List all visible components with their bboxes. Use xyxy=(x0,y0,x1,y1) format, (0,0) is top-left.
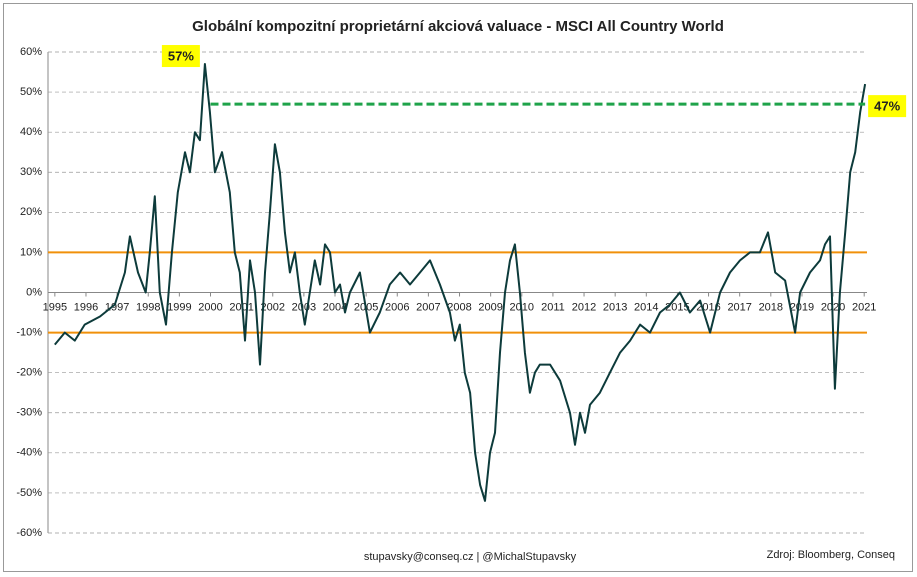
chart-border xyxy=(3,3,913,572)
annotation: 57% xyxy=(168,48,194,63)
y-tick-label: -60% xyxy=(16,527,42,539)
data-line xyxy=(54,63,867,502)
y-tick-label: -20% xyxy=(16,367,42,379)
x-tick-label: 2007 xyxy=(416,301,440,313)
x-tick-label: 2011 xyxy=(541,301,565,313)
x-tick-label: 2018 xyxy=(759,301,783,313)
annotation-box xyxy=(161,45,200,68)
x-tick-label: 2014 xyxy=(634,301,658,313)
x-tick-label: 1997 xyxy=(105,301,129,313)
x-tick-label: 2000 xyxy=(198,301,222,313)
y-tick-label: -10% xyxy=(16,326,42,338)
x-tick-label: 1999 xyxy=(167,301,191,313)
y-tick-label: -40% xyxy=(16,447,42,459)
chart-title: Globální kompozitní proprietární akciová… xyxy=(192,18,724,35)
y-tick-label: 0% xyxy=(26,286,42,298)
x-tick-label: 2019 xyxy=(790,301,814,313)
x-tick-label: 2021 xyxy=(852,301,876,313)
x-tick-label: 2006 xyxy=(385,301,409,313)
x-tick-label: 2017 xyxy=(727,301,751,313)
x-tick-label: 2003 xyxy=(292,301,316,313)
y-tick-label: 10% xyxy=(20,246,42,258)
x-tick-label: 2004 xyxy=(323,301,347,313)
y-tick-label: -50% xyxy=(16,487,42,499)
annotation-box xyxy=(868,95,907,118)
y-tick-label: 60% xyxy=(20,46,42,58)
footer: stupavsky@conseq.cz | @MichalStupavsky xyxy=(364,551,577,563)
x-tick-label: 1995 xyxy=(43,301,67,313)
x-tick-label: 1998 xyxy=(136,301,160,313)
annotation: 47% xyxy=(874,99,900,114)
y-tick-label: 40% xyxy=(20,126,42,138)
y-tick-label: 20% xyxy=(20,206,42,218)
x-tick-label: 1996 xyxy=(74,301,98,313)
x-tick-label: 2013 xyxy=(603,301,627,313)
source: Zdroj: Bloomberg, Conseq xyxy=(767,549,895,561)
x-tick-label: 2012 xyxy=(572,301,596,313)
x-tick-label: 2002 xyxy=(261,301,285,313)
x-tick-label: 2009 xyxy=(478,301,502,313)
y-tick-label: -30% xyxy=(16,407,42,419)
y-tick-label: 50% xyxy=(20,86,42,98)
x-tick-label: 2008 xyxy=(447,301,471,313)
y-tick-label: 30% xyxy=(20,166,42,178)
